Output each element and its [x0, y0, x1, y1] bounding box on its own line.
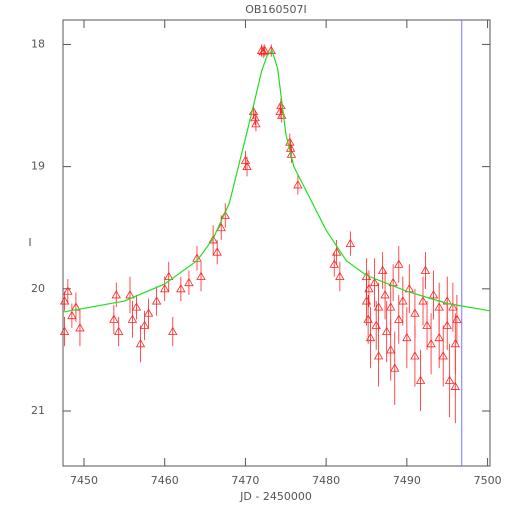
x-tick-label: 7480: [312, 474, 340, 487]
data-point: [418, 296, 428, 305]
data-point: [364, 284, 374, 293]
data-point: [111, 290, 121, 299]
y-tick-label: 20: [31, 282, 45, 295]
data-point: [329, 259, 339, 268]
data-point: [428, 290, 439, 299]
data-point: [380, 290, 390, 299]
data-point: [127, 314, 138, 323]
data-point: [390, 363, 400, 372]
data-point: [63, 286, 73, 295]
x-tick-label: 7500: [474, 474, 502, 487]
data-point: [426, 339, 436, 348]
x-tick-label: 7450: [70, 474, 98, 487]
data-point: [373, 351, 384, 360]
data-point: [220, 210, 230, 219]
data-point: [59, 296, 70, 305]
x-tick-label: 7460: [151, 474, 179, 487]
data-point: [394, 314, 404, 323]
data-point: [420, 265, 431, 274]
y-tick-label: 18: [31, 37, 45, 50]
data-point: [398, 296, 408, 305]
data-point: [386, 345, 396, 354]
data-point: [444, 375, 455, 384]
data-point: [422, 320, 432, 329]
data-point: [448, 302, 458, 311]
data-point: [114, 326, 124, 335]
chart-title: OB160507I: [245, 3, 306, 16]
y-axis-label: I: [28, 236, 31, 249]
data-point: [365, 332, 376, 342]
x-tick-label: 7470: [231, 474, 259, 487]
data-point: [386, 302, 396, 311]
data-point: [135, 339, 146, 348]
data-point: [415, 375, 426, 384]
data-point: [402, 332, 412, 342]
data-point: [452, 314, 462, 323]
data-point: [335, 271, 345, 281]
data-point: [450, 381, 460, 390]
data-point: [266, 45, 276, 54]
data-point: [176, 284, 186, 293]
data-point: [75, 323, 85, 332]
data-point: [293, 180, 303, 189]
data-point: [184, 277, 194, 287]
data-point: [212, 247, 222, 256]
x-tick-label: 7490: [393, 474, 421, 487]
data-point: [371, 320, 381, 329]
y-tick-label: 21: [31, 404, 45, 417]
y-tick-label: 19: [31, 160, 45, 173]
data-point: [139, 320, 150, 329]
data-point: [109, 314, 119, 323]
data-point: [251, 119, 261, 128]
data-point: [125, 290, 135, 299]
data-point: [363, 314, 373, 323]
data-point: [168, 326, 178, 335]
data-point: [160, 284, 170, 293]
data-point: [442, 320, 452, 329]
data-point: [434, 332, 444, 342]
data-point: [369, 277, 380, 287]
data-point: [151, 296, 162, 305]
data-point: [410, 351, 420, 360]
data-point: [377, 265, 388, 274]
data-point: [59, 326, 70, 335]
data-point: [345, 238, 356, 248]
x-axis-label: JD - 2450000: [239, 490, 312, 503]
data-point: [373, 302, 384, 311]
data-point: [438, 351, 448, 360]
data-point: [242, 161, 252, 171]
data-point: [208, 235, 218, 244]
data-point: [381, 326, 392, 335]
data-point: [394, 259, 404, 268]
fit-curve: [62, 49, 491, 313]
data-point: [67, 310, 77, 320]
data-point: [131, 302, 142, 311]
data-point: [164, 271, 174, 281]
data-point: [216, 222, 226, 232]
data-point: [143, 308, 154, 317]
plot-frame: [62, 19, 491, 467]
data-point: [331, 247, 342, 256]
data-point: [410, 308, 420, 317]
data-point: [196, 271, 206, 281]
data-point: [276, 100, 286, 109]
data-point: [260, 45, 270, 54]
